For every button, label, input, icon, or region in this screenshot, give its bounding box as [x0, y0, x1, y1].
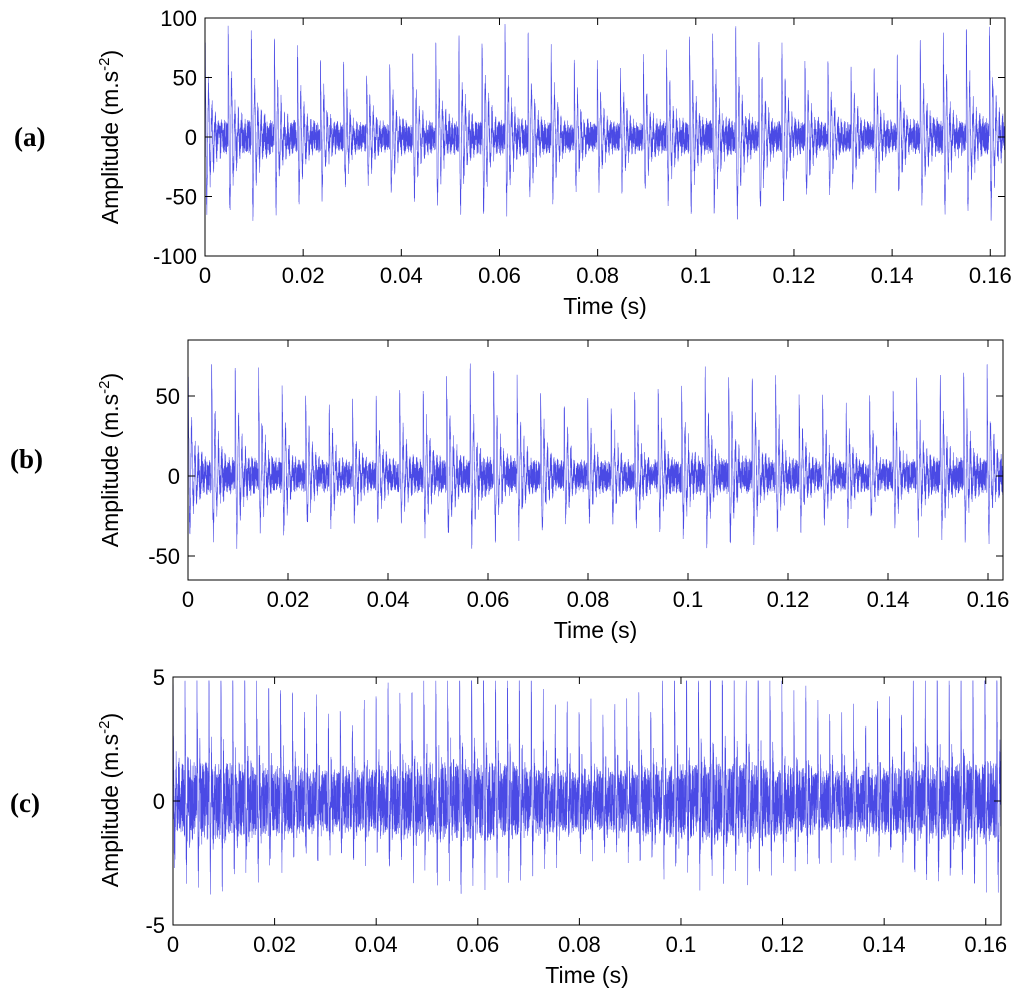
y-axis-label: Amplitude (m.s-2): [96, 713, 123, 887]
x-tick-label: 0.14: [863, 932, 906, 957]
x-tick-label: 0.1: [666, 932, 697, 957]
x-tick-label: 0.08: [558, 932, 601, 957]
x-tick-label: 0.16: [964, 932, 1007, 957]
x-tick-label: 0.08: [567, 587, 610, 612]
x-tick-label: 0.06: [467, 587, 510, 612]
y-tick-label: -5: [145, 913, 165, 938]
x-tick-label: 0.08: [576, 263, 619, 288]
x-tick-label: 0.02: [253, 932, 296, 957]
y-tick-label: 0: [153, 789, 165, 814]
x-tick-label: 0.04: [355, 932, 398, 957]
y-axis-label: Amplitude (m.s-2): [96, 50, 123, 224]
x-axis-label: Time (s): [545, 962, 628, 988]
x-tick-label: 0.14: [871, 263, 914, 288]
x-tick-label: 0: [199, 263, 211, 288]
panel-label-c: (c): [10, 788, 40, 818]
x-tick-label: 0.16: [969, 263, 1012, 288]
signal-series-line: [205, 23, 1005, 221]
panel-b: 0 0.02 0.04 0.06 0.08 0.1 0.12 0.14 0.16-50050Ti…: [96, 339, 1010, 643]
y-tick-label: 50: [156, 384, 180, 409]
y-tick-label: 0: [185, 125, 197, 150]
signal-series-line: [188, 363, 1003, 549]
x-tick-label: 0.02: [267, 587, 310, 612]
x-tick-label: 0.1: [673, 587, 704, 612]
x-tick-label: 0.16: [967, 587, 1010, 612]
x-tick-label: 0.04: [367, 587, 410, 612]
x-tick-label: 0.06: [478, 263, 521, 288]
panel-label-b: (b): [10, 444, 43, 474]
x-tick-label: 0.12: [767, 587, 810, 612]
y-tick-label: -100: [153, 244, 197, 269]
panel-c: 0 0.02 0.04 0.06 0.08 0.1 0.12 0.14 0.16-505Time…: [96, 665, 1007, 988]
signal-series-line: [173, 680, 1001, 895]
x-tick-label: 0.02: [282, 263, 325, 288]
x-tick-label: 0: [167, 932, 179, 957]
panel-label-a: (a): [14, 122, 46, 152]
x-tick-label: 0.06: [456, 932, 499, 957]
y-tick-label: -50: [165, 185, 197, 210]
x-tick-label: 0.1: [681, 263, 712, 288]
y-tick-label: 0: [168, 464, 180, 489]
y-tick-label: 50: [173, 66, 197, 91]
x-tick-label: 0: [182, 587, 194, 612]
panel-a: 0 0.02 0.04 0.06 0.08 0.1 0.12 0.14 0.16 -100 -50 0…: [96, 6, 1012, 319]
x-axis-label: Time (s): [563, 293, 646, 319]
y-tick-label: 100: [160, 6, 197, 31]
y-tick-label: 5: [153, 665, 165, 690]
x-axis-label: Time (s): [554, 617, 637, 643]
plot-frame: [187, 339, 1004, 581]
x-tick-label: 0.14: [867, 587, 910, 612]
y-axis-label: Amplitude (m.s-2): [96, 373, 123, 547]
x-tick-label: 0.12: [773, 263, 816, 288]
x-tick-label: 0.04: [380, 263, 423, 288]
x-tick-label: 0.12: [761, 932, 804, 957]
y-tick-label: -50: [148, 544, 180, 569]
